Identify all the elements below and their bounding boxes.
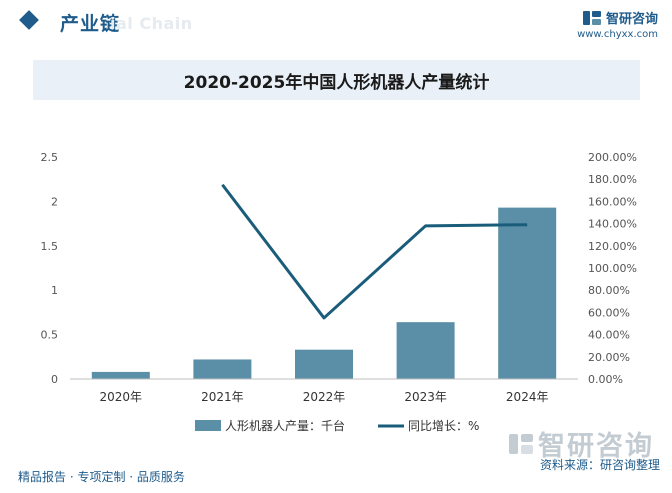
diamond-icon — [19, 10, 39, 30]
y-right-tick-label: 180.00% — [588, 173, 637, 186]
x-tick-label: 2023年 — [404, 390, 447, 404]
legend-label-line: 同比增长：% — [408, 419, 479, 433]
y-right-tick-label: 100.00% — [588, 262, 637, 275]
y-left-tick-label: 0.5 — [41, 329, 59, 342]
growth-line — [222, 185, 527, 318]
legend-label-bar: 人形机器人产量：千台 — [225, 418, 345, 433]
title-band: 2020-2025年中国人形机器人产量统计 — [33, 60, 640, 100]
bar — [397, 322, 455, 379]
y-right-tick-label: 80.00% — [588, 284, 630, 297]
legend-swatch-bar — [195, 420, 221, 431]
y-left-tick-label: 1 — [51, 284, 58, 297]
y-right-tick-label: 60.00% — [588, 306, 630, 319]
y-right-tick-label: 120.00% — [588, 240, 637, 253]
y-right-tick-label: 140.00% — [588, 218, 637, 231]
x-tick-label: 2024年 — [506, 390, 549, 404]
brand-name: 智研咨询 — [606, 8, 658, 27]
x-tick-label: 2022年 — [303, 390, 346, 404]
bar — [92, 372, 150, 379]
y-left-tick-label: 1.5 — [41, 240, 59, 253]
header-bar: 产业链 ial Chain 智研咨询 www.chyxx.com — [0, 0, 672, 46]
y-left-tick-label: 2.5 — [41, 151, 59, 164]
footer-source: 资料来源：研咨询整理 — [540, 456, 660, 473]
y-right-tick-label: 0.00% — [588, 373, 623, 386]
y-left-tick-label: 2 — [51, 195, 58, 208]
brand: 智研咨询 www.chyxx.com — [577, 8, 658, 40]
y-left-tick-label: 0 — [51, 373, 58, 386]
logo-icon — [582, 9, 602, 27]
ghost-text: ial Chain — [110, 14, 193, 33]
chart: 0 0.5 1 1.5 2 2.5 0.00% 20.00% 40.00% 60.00% 80.00… — [0, 140, 672, 440]
x-tick-label: 2020年 — [100, 390, 143, 404]
chart-title: 2020-2025年中国人形机器人产量统计 — [184, 68, 490, 93]
bar — [295, 350, 353, 379]
y-right-tick-label: 40.00% — [588, 329, 630, 342]
y-right-tick-label: 20.00% — [588, 351, 630, 364]
footer-slogan: 精品报告 · 专项定制 · 品质服务 — [18, 468, 185, 485]
y-right-tick-label: 160.00% — [588, 195, 637, 208]
x-tick-label: 2021年 — [201, 390, 244, 404]
bar — [193, 359, 251, 379]
watermark-logo-icon — [508, 431, 534, 457]
brand-url: www.chyxx.com — [577, 29, 658, 40]
y-right-tick-label: 200.00% — [588, 151, 637, 164]
bar — [498, 208, 556, 379]
